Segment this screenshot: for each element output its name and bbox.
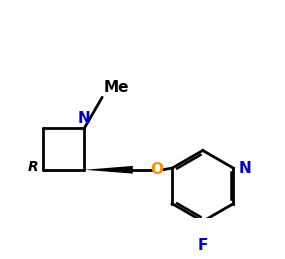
Text: Me: Me: [104, 80, 129, 95]
Polygon shape: [84, 166, 133, 174]
Text: N: N: [238, 161, 251, 176]
Text: F: F: [198, 238, 208, 253]
Text: O: O: [150, 162, 164, 177]
Text: N: N: [78, 111, 91, 126]
Text: R: R: [28, 160, 39, 174]
